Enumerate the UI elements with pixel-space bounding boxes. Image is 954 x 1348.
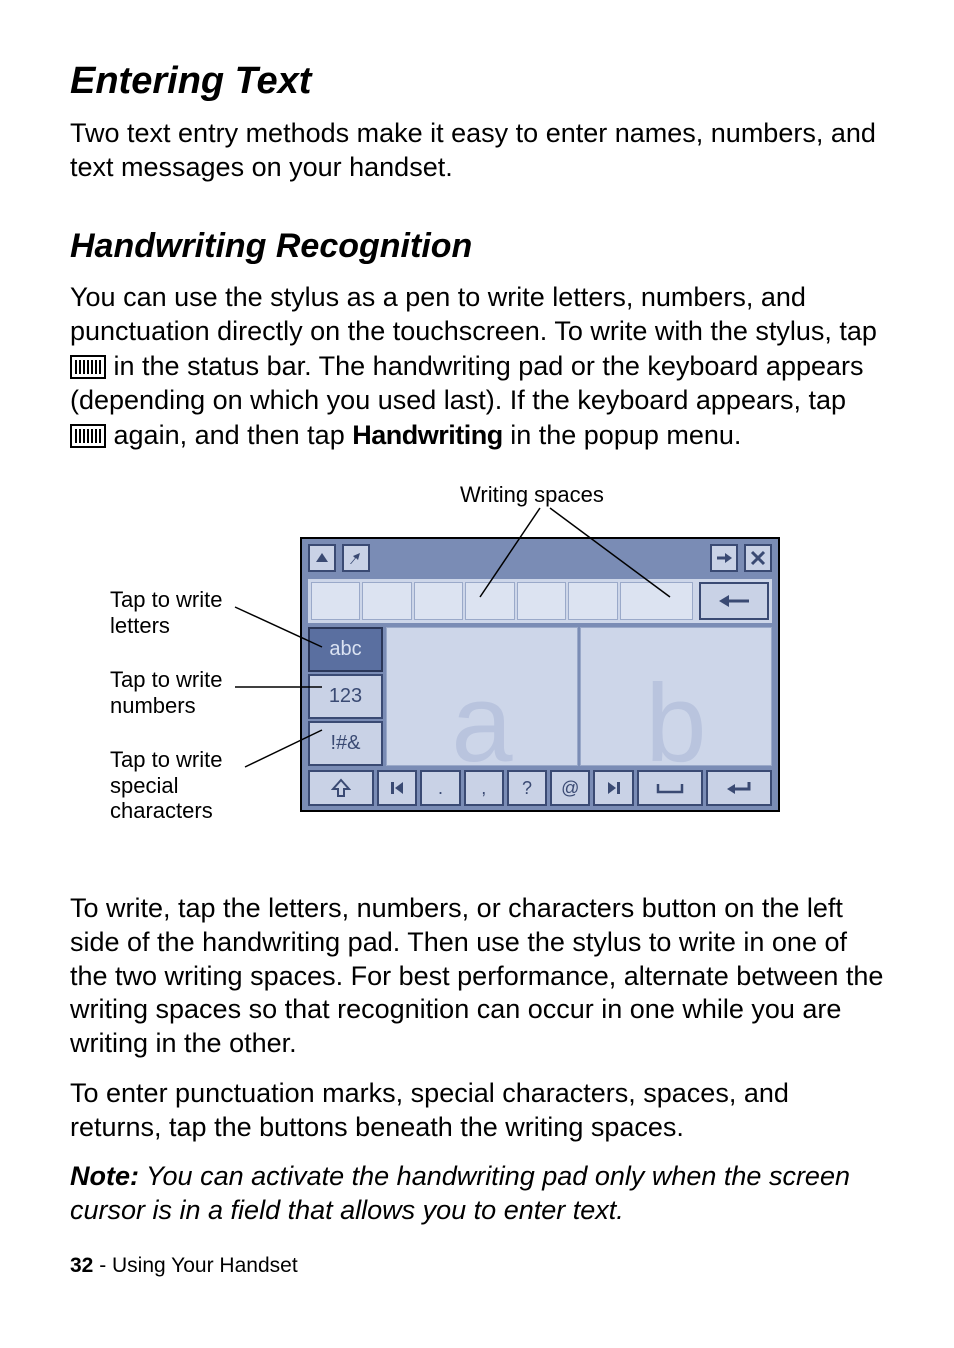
para2-d: in the popup menu. bbox=[510, 420, 741, 450]
handwriting-menu-label: Handwriting bbox=[352, 420, 503, 450]
page-number: 32 bbox=[70, 1254, 93, 1277]
note-paragraph: Note: You can activate the handwriting p… bbox=[70, 1160, 884, 1228]
note-body: You can activate the handwriting pad onl… bbox=[70, 1161, 850, 1225]
para2-c: again, and then tap bbox=[114, 420, 353, 450]
para-to-write: To write, tap the letters, numbers, or c… bbox=[70, 892, 884, 1061]
note-label: Note: bbox=[70, 1161, 139, 1191]
heading-handwriting: Handwriting Recognition bbox=[70, 227, 884, 266]
page-footer: 32 - Using Your Handset bbox=[70, 1254, 884, 1278]
handwriting-paragraph: You can use the stylus as a pen to write… bbox=[70, 280, 884, 453]
para2-a: You can use the stylus as a pen to write… bbox=[70, 282, 877, 347]
leader-lines bbox=[70, 482, 884, 862]
handwriting-pad-diagram: Writing spaces Tap to write letters Tap … bbox=[70, 482, 884, 862]
para-punctuation: To enter punctuation marks, special char… bbox=[70, 1077, 884, 1145]
keyboard-icon bbox=[70, 424, 106, 448]
para2-b: in the status bar. The handwriting pad o… bbox=[70, 351, 864, 416]
keyboard-icon bbox=[70, 355, 106, 379]
heading-entering-text: Entering Text bbox=[70, 60, 884, 103]
footer-section: - Using Your Handset bbox=[93, 1254, 297, 1277]
intro-paragraph: Two text entry methods make it easy to e… bbox=[70, 117, 884, 185]
